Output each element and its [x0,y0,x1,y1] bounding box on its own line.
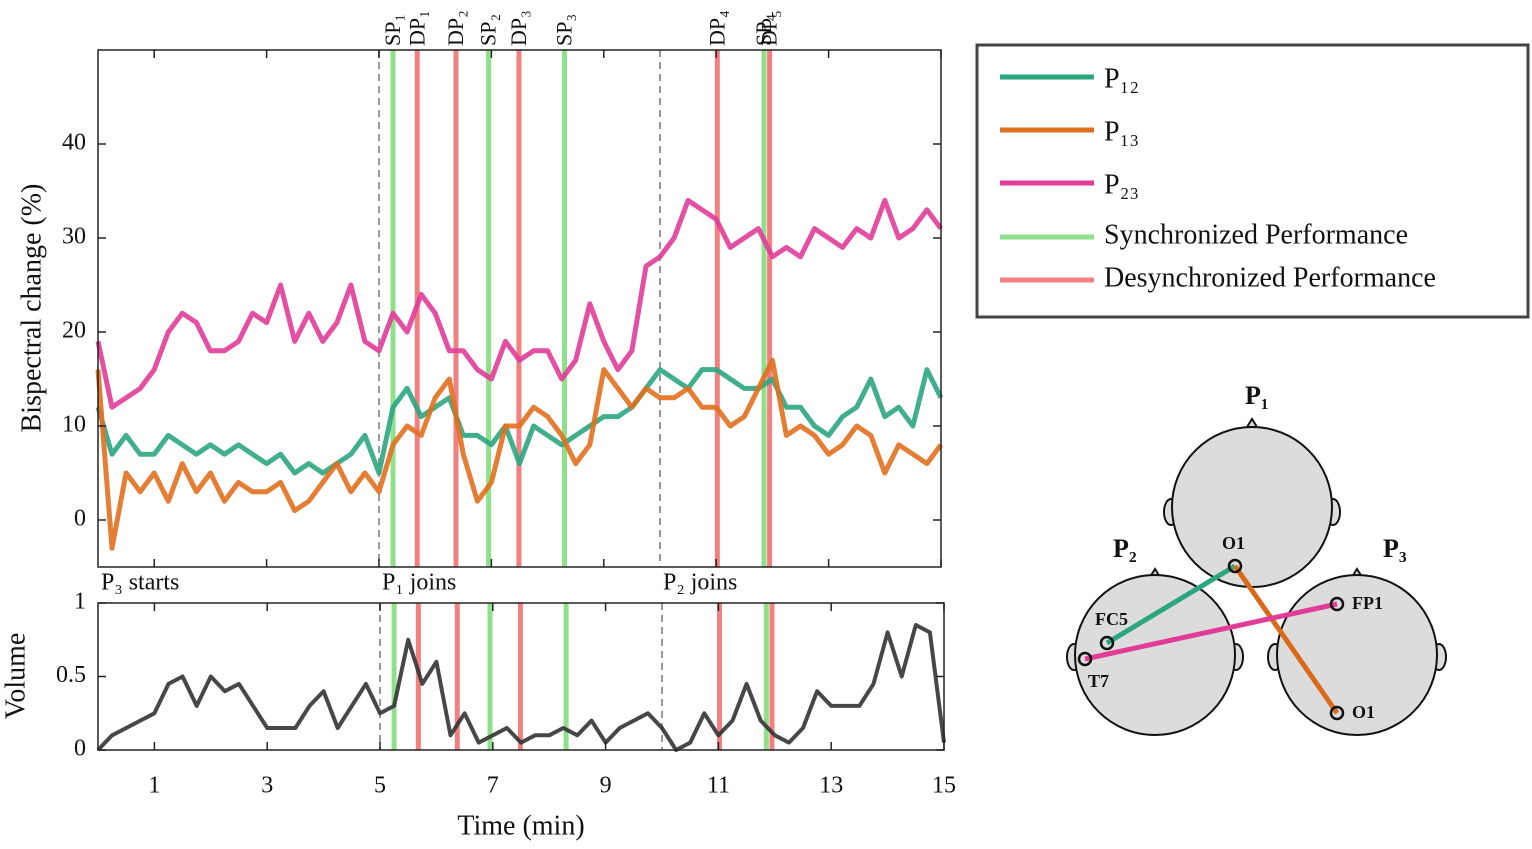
electrode-label: FP1 [1352,593,1383,613]
x-tick-label: 15 [932,773,956,799]
x-tick-label: 5 [374,773,386,799]
event-label: DP₂ [443,10,468,46]
y-tick-label: 0 [74,506,86,532]
event-label: DP₃ [506,10,531,46]
link [1105,563,1237,646]
link [1232,564,1340,715]
y-tick-label: 0 [74,736,86,762]
series-line [95,367,944,476]
annotation: P₃ starts [101,570,179,596]
head-diagram: P₁ P₂ P₃ O1 FC5 T7 FP1 O1 [1066,381,1447,736]
y-tick-label: 20 [62,318,86,344]
y-tick-label: 40 [62,130,86,156]
series-line [95,197,943,410]
event-label: DP₅ [757,10,782,46]
x-tick-label: 11 [707,773,730,799]
electrode-label: O1 [1352,702,1375,722]
y-tick-label: 0.5 [56,662,86,688]
series-line [96,623,946,752]
legend-label: Synchronized Performance [1104,219,1408,250]
legend: P₁₂ P₁₃ P₂₃ Synchronized Performance Desynch… [1000,63,1436,293]
link [1084,601,1338,662]
electrode-label: FC5 [1095,609,1128,629]
event-label: SP₂ [476,14,501,46]
event-label: SP₁ [380,14,405,46]
head-label: P₁ [1245,381,1269,410]
event-label: DP₁ [404,10,429,46]
series-line [95,357,943,551]
legend-label: P₁₂ [1104,63,1139,94]
event-label: SP₃ [552,14,577,46]
legend-label: P₂₃ [1104,169,1139,200]
electrodes [1077,558,1345,721]
x-tick-label: 3 [261,773,273,799]
x-tick-label: 13 [819,773,843,799]
head-label: P₂ [1113,534,1137,563]
event-label: SP₄ [751,14,776,46]
axes-frame [97,49,942,568]
electrode-label: T7 [1088,671,1109,691]
event-label: DP₄ [704,10,729,46]
annotation: P₁ joins [382,570,456,596]
plots: SP₁ SP₂ SP₃ SP₄ DP₁ DP₂ DP₃ DP₄ DP₅ P₃ starts P₁ j… [0,10,956,841]
x-axis-label: Time (min) [457,810,584,841]
annotation: P₂ joins [663,570,737,596]
x-tick-label: 1 [148,773,160,799]
legend-label: P₁₃ [1104,116,1139,147]
y-tick-label: 1 [74,589,86,615]
y-axis-label: Bispectral change (%) [16,184,47,433]
x-tick-label: 7 [487,773,499,799]
y-tick-label: 10 [62,412,86,438]
head [1066,417,1447,736]
electrode-label: O1 [1222,533,1245,553]
y-axis-label: Volume [0,633,31,720]
y-tick-label: 30 [62,224,86,250]
legend-label: Desynchronized Performance [1104,262,1436,293]
x-tick-label: 9 [600,773,612,799]
head-label: P₃ [1383,534,1407,563]
